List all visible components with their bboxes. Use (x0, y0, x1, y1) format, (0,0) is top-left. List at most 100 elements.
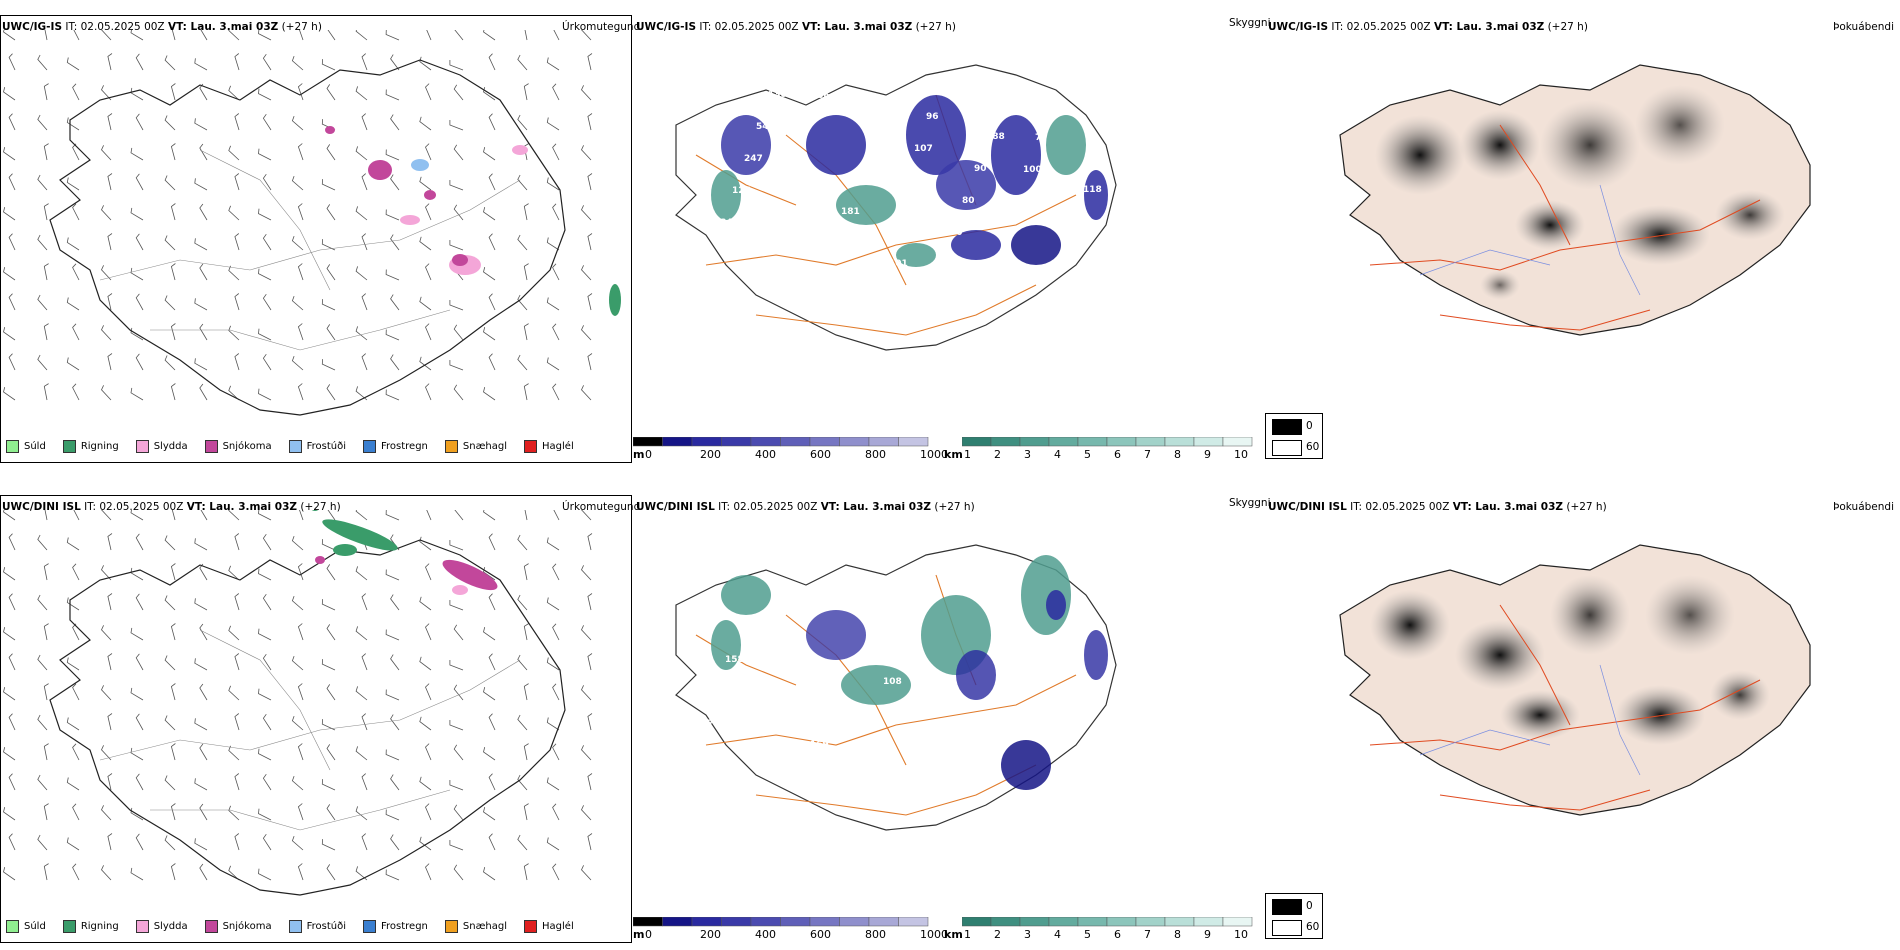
wind-barb (291, 355, 304, 371)
cloud-base-value: 107 (1071, 217, 1090, 227)
wind-barb (361, 653, 368, 671)
colorbar-tick-label: 2 (994, 928, 1001, 941)
wind-barb (170, 563, 176, 581)
wind-barb (390, 114, 400, 131)
precip-legend-2: Súld Rigning Slydda Snjókoma Frostúði Fr… (6, 920, 591, 933)
wind-barb (390, 654, 400, 671)
wind-barb (37, 594, 48, 611)
cloud-base-value: 142 (707, 121, 726, 131)
wind-barb (326, 564, 336, 581)
precip-cells (311, 510, 498, 595)
wind-barb (135, 653, 144, 671)
wind-barb (258, 688, 272, 701)
wind-barb (419, 596, 432, 611)
wind-barb (43, 203, 49, 221)
wind-barb (587, 533, 593, 551)
wind-barb (199, 863, 208, 881)
wind-barb (449, 840, 464, 851)
wind-barb (523, 623, 529, 641)
wind-barb (3, 87, 16, 101)
wind-barb (297, 563, 304, 581)
wind-barb (164, 355, 176, 371)
wind-barb (453, 624, 464, 641)
legend-item-frostudi: Frostúði (288, 920, 346, 933)
wind-barb (517, 234, 528, 251)
precip-header-2: UWC/DINI ISL IT: 02.05.2025 00Z VT: Lau.… (2, 501, 341, 513)
wind-barb (425, 263, 432, 281)
wind-barb (385, 629, 400, 641)
wind-barb (297, 683, 304, 701)
colorbar-tick-label: 6 (1114, 928, 1121, 941)
wind-barb (170, 143, 176, 161)
wind-barb (419, 656, 432, 671)
legend-item-rigning: Rigning (62, 440, 119, 453)
wind-barb (262, 653, 272, 671)
cloud-base-value: 188 (986, 132, 1005, 142)
wind-barb (130, 327, 144, 341)
colorbar-tick-label: 9 (1204, 928, 1211, 941)
colorbar-tick-label: 1000 (920, 448, 948, 461)
wind-barb (37, 714, 48, 731)
wind-barb (425, 683, 432, 701)
cloud-base-value: 108 (883, 677, 902, 687)
wind-barb (37, 654, 48, 671)
wind-barb (488, 293, 496, 311)
colorbar-swatch (1193, 917, 1224, 927)
wind-barb (581, 625, 592, 641)
wind-barb (361, 173, 368, 191)
wind-barb (101, 265, 112, 281)
wind-barb (3, 807, 16, 821)
colorbar-tick-label: 800 (865, 928, 886, 941)
wind-barb (517, 834, 528, 851)
wind-barb (587, 173, 593, 191)
wind-barb (483, 747, 496, 761)
wind-barb (258, 208, 272, 221)
wind-barb (37, 534, 48, 551)
colorbar-swatch (691, 917, 722, 927)
wind-barb (419, 836, 432, 851)
wind-barb (228, 385, 240, 401)
legend-item-snaehagl: Snæhagl (444, 920, 507, 933)
wind-barb (297, 623, 304, 641)
cloud-base-value: 66 (817, 91, 830, 101)
wind-barb (262, 113, 272, 131)
wind-barb (449, 240, 464, 251)
wind-barb (262, 833, 272, 851)
colorbar-swatch (809, 917, 840, 927)
wind-barb (199, 623, 208, 641)
wind-barb (425, 563, 432, 581)
wind-barb (228, 205, 240, 221)
wind-barb (299, 510, 304, 521)
colorbar-tick-label: 4 (1054, 448, 1061, 461)
wind-barb (426, 30, 432, 41)
wind-barb (258, 388, 272, 401)
wind-barb (130, 267, 144, 281)
cloud-base-value: 247 (744, 154, 763, 164)
wind-barb (524, 30, 528, 41)
colorbar-tick-label: 8 (1174, 928, 1181, 941)
wind-barb (199, 143, 208, 161)
cloud-base-value: 136 (792, 206, 811, 216)
colorbar-swatch (662, 437, 693, 447)
colorbar-tick-label: 9 (1204, 448, 1211, 461)
wind-barb (546, 237, 560, 251)
wind-barb (488, 773, 496, 791)
wind-barb (262, 353, 272, 371)
wind-barb (170, 203, 176, 221)
wind-barb (517, 714, 528, 731)
cloud-base-value: 80 (962, 196, 975, 206)
wind-barb (8, 773, 16, 791)
colorbar-swatch (750, 917, 781, 927)
cloud-base-value: 160 (853, 175, 872, 185)
wind-barb (517, 54, 528, 71)
cloud-base-value: 134 (865, 143, 884, 153)
wind-barb (107, 233, 113, 251)
cloud-base-value: 132 (992, 698, 1011, 708)
wind-barb (425, 323, 432, 341)
wind-barb (488, 173, 496, 191)
wind-barb (135, 533, 144, 551)
wind-barb (453, 804, 464, 821)
wind-barb (291, 55, 304, 71)
wind-barb (546, 717, 560, 731)
wind-barb (258, 328, 272, 341)
